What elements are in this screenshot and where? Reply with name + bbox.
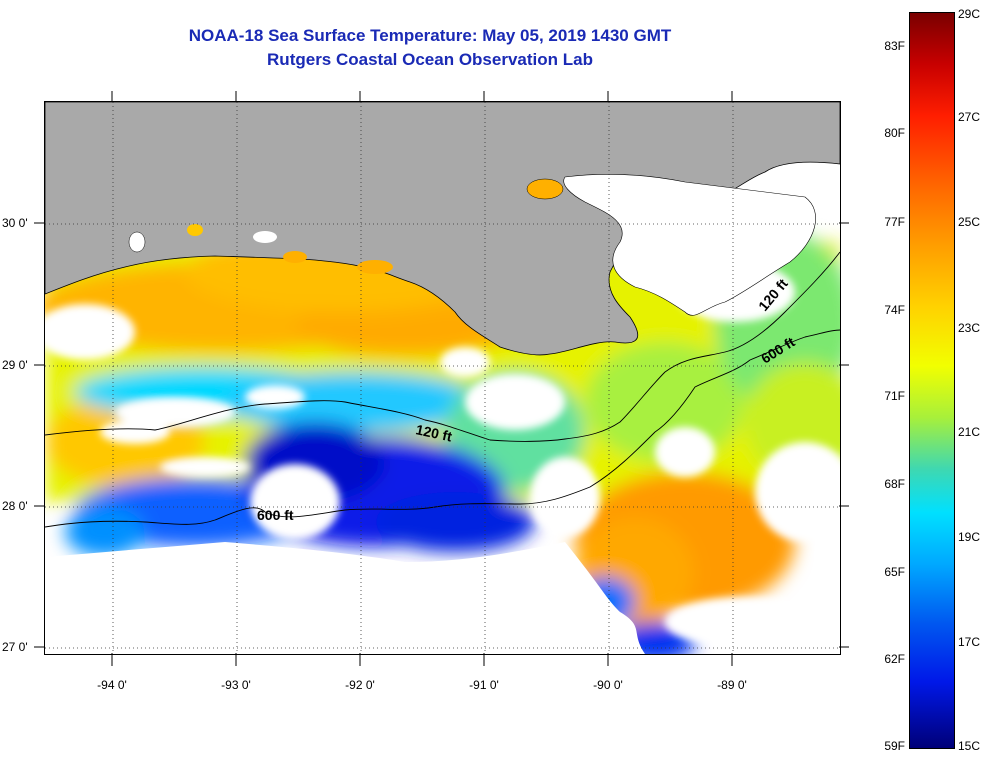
graticule [45,102,840,654]
map-title: NOAA-18 Sea Surface Temperature: May 05,… [188,26,672,45]
lon-label: -91 0' [469,678,499,692]
lon-label: -92 0' [345,678,375,692]
colorbar-c-label: 15C [958,739,981,753]
lon-label: -94 0' [97,678,127,692]
colorbar-f-label: 77F [884,215,905,229]
colorbar-c-label: 19C [958,530,981,544]
bathymetry-contours [45,251,840,528]
colorbar-f-label: 71F [884,389,905,403]
colorbar-c-label: 23C [958,321,981,335]
colorbar-f-label: 59F [884,739,905,753]
colorbar-c-label: 21C [958,425,981,439]
contour-label-600ft-west: 600 ft [257,507,294,523]
colorbar-c-label: 17C [958,635,981,649]
colorbar-f-label: 83F [884,39,905,53]
colorbar-c-label: 29C [958,7,981,21]
lat-label: 27 0' [2,640,28,654]
lat-label: 30 0' [2,216,28,230]
colorbar-f-label: 74F [884,303,905,317]
colorbar-f-label: 65F [884,565,905,579]
colorbar-f-label: 68F [884,477,905,491]
lon-label: -89 0' [717,678,747,692]
colorbar-c-label: 27C [958,110,981,124]
colorbar-f-label: 80F [884,126,905,140]
colorbar-f-label: 62F [884,652,905,666]
lon-label: -90 0' [593,678,623,692]
sst-map: 120 ft 600 ft 120 ft 600 ft [44,101,841,655]
lon-label: -93 0' [221,678,251,692]
temperature-colorbar [909,12,955,749]
colorbar-c-label: 25C [958,215,981,229]
lat-label: 29 0' [2,358,28,372]
contour-label-120ft-west: 120 ft [414,421,453,444]
map-subtitle: Rutgers Coastal Ocean Observation Lab [267,50,593,69]
lat-label: 28 0' [2,499,28,513]
sst-map-canvas: 120 ft 600 ft 120 ft 600 ft [45,102,840,654]
